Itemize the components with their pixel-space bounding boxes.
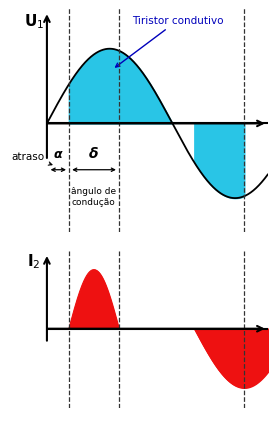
- Text: U$_1$: U$_1$: [24, 12, 44, 31]
- Text: atraso: atraso: [11, 152, 52, 166]
- Text: Tiristor condutivo: Tiristor condutivo: [116, 16, 224, 68]
- Text: α: α: [53, 147, 62, 161]
- Text: δ: δ: [89, 147, 99, 161]
- Text: I$_2$: I$_2$: [27, 252, 41, 270]
- Text: ângulo de
condução: ângulo de condução: [71, 187, 116, 206]
